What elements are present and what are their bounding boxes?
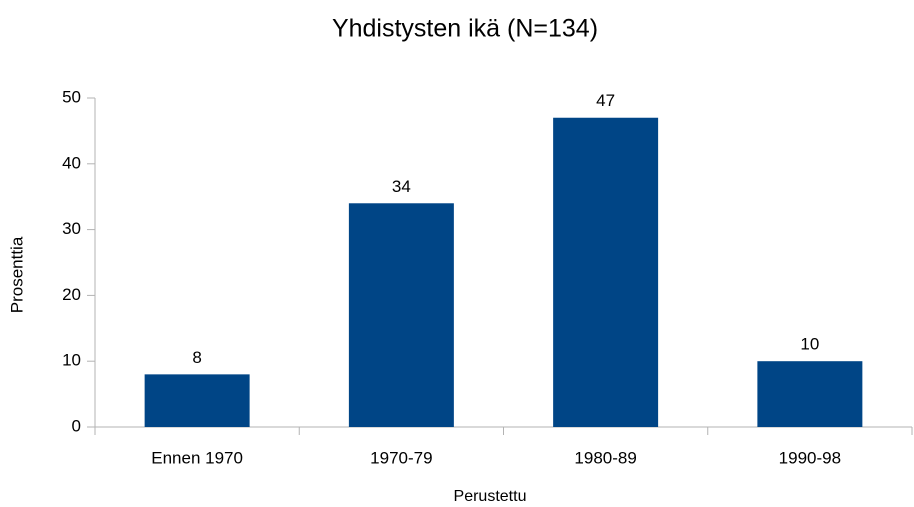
bar: [757, 361, 863, 427]
x-axis-label: Perustettu: [454, 488, 527, 505]
x-tick-label: 1980-89: [574, 448, 636, 467]
bar: [348, 203, 454, 427]
bar: [144, 374, 250, 427]
value-label: 8: [192, 348, 201, 367]
y-tick-label: 20: [62, 285, 81, 304]
y-tick-label: 50: [62, 87, 81, 106]
y-tick-label: 0: [72, 416, 81, 435]
y-tick-label: 40: [62, 153, 81, 172]
x-tick-label: 1990-98: [779, 448, 841, 467]
value-label: 34: [392, 177, 411, 196]
x-tick-label: Ennen 1970: [151, 448, 243, 467]
x-tick-label: 1970-79: [370, 448, 432, 467]
y-tick-label: 10: [62, 351, 81, 370]
y-tick-label: 30: [62, 219, 81, 238]
y-axis-label: Prosenttia: [7, 236, 26, 313]
value-label: 47: [596, 91, 615, 110]
chart-title: Yhdistysten ikä (N=134): [332, 15, 598, 43]
bar: [553, 117, 659, 428]
value-label: 10: [800, 335, 819, 354]
